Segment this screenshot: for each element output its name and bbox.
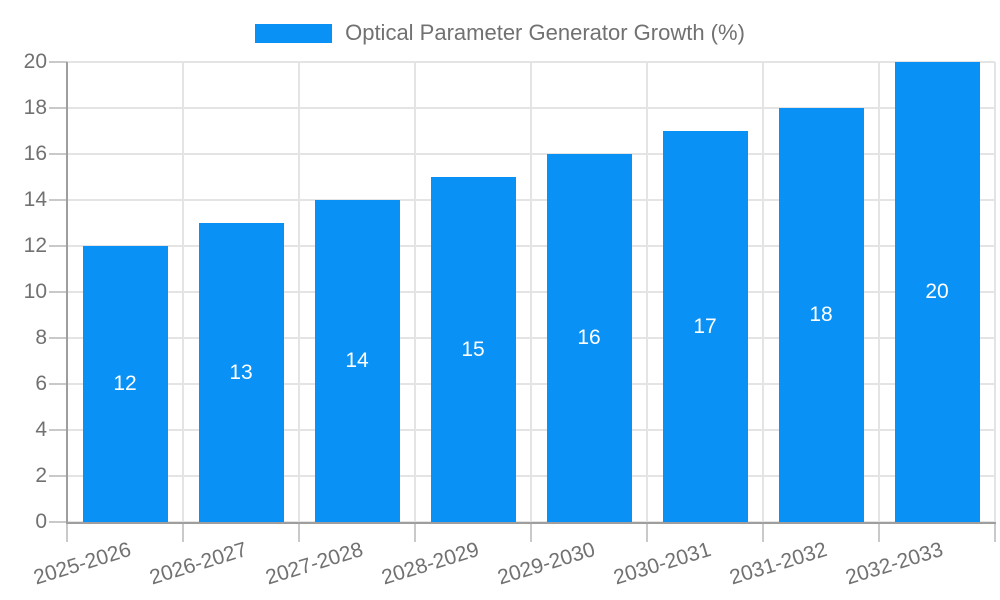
bar-value-label: 18: [809, 303, 833, 326]
x-tick-mark: [762, 522, 764, 542]
bar: [198, 223, 284, 522]
x-tick-mark: [66, 522, 68, 542]
y-tick-mark: [49, 521, 67, 523]
legend-swatch: [255, 23, 333, 43]
bar-value-label: 20: [925, 280, 949, 303]
bar-value-label: 16: [577, 326, 601, 349]
bar: [662, 131, 748, 522]
x-tick-label: 2032-2033: [842, 538, 946, 590]
legend: Optical Parameter Generator Growth (%): [0, 20, 1000, 46]
y-tick-mark: [49, 337, 67, 339]
y-tick-mark: [49, 475, 67, 477]
x-tick-mark: [646, 522, 648, 542]
y-tick-label: 20: [23, 50, 47, 73]
x-tick-mark: [414, 522, 416, 542]
x-gridline: [530, 62, 532, 522]
bar-value-label: 17: [693, 314, 717, 338]
bar-value-label: 15: [461, 337, 485, 361]
x-gridline: [878, 62, 880, 522]
y-tick-mark: [49, 61, 67, 63]
x-gridline: [762, 62, 764, 522]
y-tick-label: 16: [23, 142, 47, 165]
y-tick-label: 18: [23, 96, 47, 119]
bar-value-label: 13: [229, 360, 253, 384]
x-gridline: [298, 62, 300, 522]
legend-label: Optical Parameter Generator Growth (%): [345, 20, 745, 45]
x-axis-line: [66, 522, 996, 524]
y-tick-mark: [49, 245, 67, 247]
y-tick-label: 6: [35, 372, 47, 395]
y-tick-label: 0: [35, 510, 47, 533]
x-tick-mark: [994, 522, 996, 542]
bar: [546, 154, 632, 522]
bar: [778, 108, 864, 522]
y-tick-mark: [49, 429, 67, 431]
bar: [894, 62, 980, 522]
x-tick-mark: [298, 522, 300, 542]
legend-item[interactable]: Optical Parameter Generator Growth (%): [255, 20, 745, 46]
bar: [314, 200, 400, 522]
y-tick-label: 10: [23, 280, 47, 303]
bar: [430, 177, 516, 522]
y-tick-mark: [49, 383, 67, 385]
x-gridline: [994, 62, 996, 522]
bar-value-label: 14: [345, 349, 369, 372]
x-tick-mark: [182, 522, 184, 542]
bar-value-label: 12: [113, 372, 137, 395]
bar: [82, 246, 168, 522]
y-tick-label: 4: [35, 418, 47, 441]
x-gridline: [182, 62, 184, 522]
y-tick-mark: [49, 153, 67, 155]
x-tick-mark: [530, 522, 532, 542]
y-tick-label: 8: [35, 326, 47, 349]
y-tick-mark: [49, 107, 67, 109]
y-tick-label: 14: [23, 188, 47, 211]
y-axis-line: [66, 62, 68, 522]
x-tick-mark: [878, 522, 880, 542]
x-gridline: [414, 62, 416, 522]
y-tick-mark: [49, 199, 67, 201]
y-tick-label: 12: [23, 234, 47, 257]
y-tick-mark: [49, 291, 67, 293]
y-tick-label: 2: [35, 464, 47, 487]
x-gridline: [646, 62, 648, 522]
